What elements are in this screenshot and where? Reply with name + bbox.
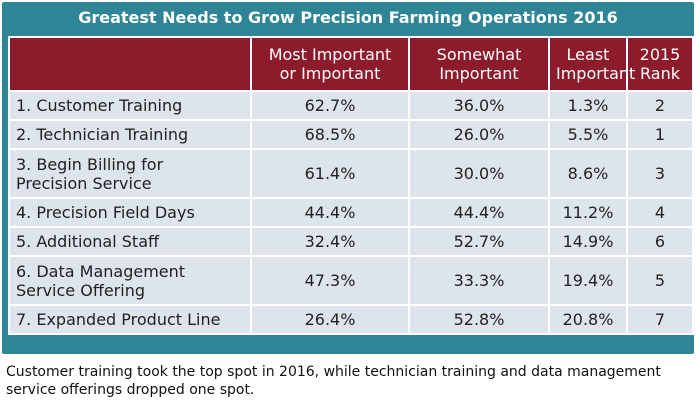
data-table: Most Important or Important Somewhat Impo… [8,36,694,335]
column-header: Most Important or Important [250,36,410,92]
table-cell: 30.0% [408,148,550,199]
column-header: Least Important [548,36,635,92]
table-cell: 33.3% [408,255,550,306]
table-row: 1. Customer Training 62.7% 36.0% 1.3% 2 [8,90,694,121]
table-cell: 7 [626,304,694,335]
row-label: 7. Expanded Product Line [8,304,252,335]
table-row: 4. Precision Field Days 44.4% 44.4% 11.2% 4 [8,197,694,228]
row-label: 5. Additional Staff [8,226,252,257]
table-cell: 44.4% [408,197,550,228]
table-cell: 4 [626,197,694,228]
row-label: 1. Customer Training [8,90,252,121]
table-title: Greatest Needs to Grow Precision Farming… [78,8,618,27]
table-cell: 5 [626,255,694,306]
table-cell: 2 [626,90,694,121]
table-cell: 6 [626,226,694,257]
table-cell: 52.7% [408,226,550,257]
table-cell: 36.0% [408,90,550,121]
table-row: 6. Data Management Service Offering 47.3%… [8,255,694,306]
table-cell: 52.8% [408,304,550,335]
table-cell: 8.6% [548,148,628,199]
table-cell: 1 [626,119,694,150]
caption: Customer training took the top spot in 2… [6,364,661,398]
table-cell: 20.8% [548,304,628,335]
table-cell: 32.4% [250,226,410,257]
row-label: 3. Begin Billing for Precision Service [8,148,252,199]
table-cell: 26.0% [408,119,550,150]
header-row: Most Important or Important Somewhat Impo… [8,36,694,92]
table-row: 5. Additional Staff 32.4% 52.7% 14.9% 6 [8,226,694,257]
table-row: 2. Technician Training 68.5% 26.0% 5.5% 1 [8,119,694,150]
table-frame: Greatest Needs to Grow Precision Farming… [2,2,694,354]
table-cell: 26.4% [250,304,410,335]
row-label: 4. Precision Field Days [8,197,252,228]
table-row: 7. Expanded Product Line 26.4% 52.8% 20.8% 7 [8,304,694,335]
table-cell: 68.5% [250,119,410,150]
table-row: 3. Begin Billing for Precision Service 61… [8,148,694,199]
table-cell: 3 [626,148,694,199]
header-cell [8,36,252,92]
column-header: 2015 Rank [626,36,694,92]
table-cell: 19.4% [548,255,628,306]
table-cell: 61.4% [250,148,410,199]
table-cell: 5.5% [548,119,628,150]
table-cell: 44.4% [250,197,410,228]
row-label: 6. Data Management Service Offering [8,255,252,306]
table-cell: 11.2% [548,197,628,228]
column-header: Somewhat Important [408,36,550,92]
row-label: 2. Technician Training [8,119,252,150]
table-cell: 14.9% [548,226,628,257]
table-cell: 62.7% [250,90,410,121]
table-cell: 1.3% [548,90,628,121]
table-cell: 47.3% [250,255,410,306]
